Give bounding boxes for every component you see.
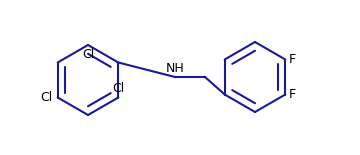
Text: F: F — [288, 88, 296, 101]
Text: Cl: Cl — [40, 91, 53, 104]
Text: NH: NH — [166, 62, 184, 75]
Text: F: F — [288, 53, 296, 66]
Text: Cl: Cl — [112, 82, 125, 95]
Text: Cl: Cl — [82, 48, 94, 61]
